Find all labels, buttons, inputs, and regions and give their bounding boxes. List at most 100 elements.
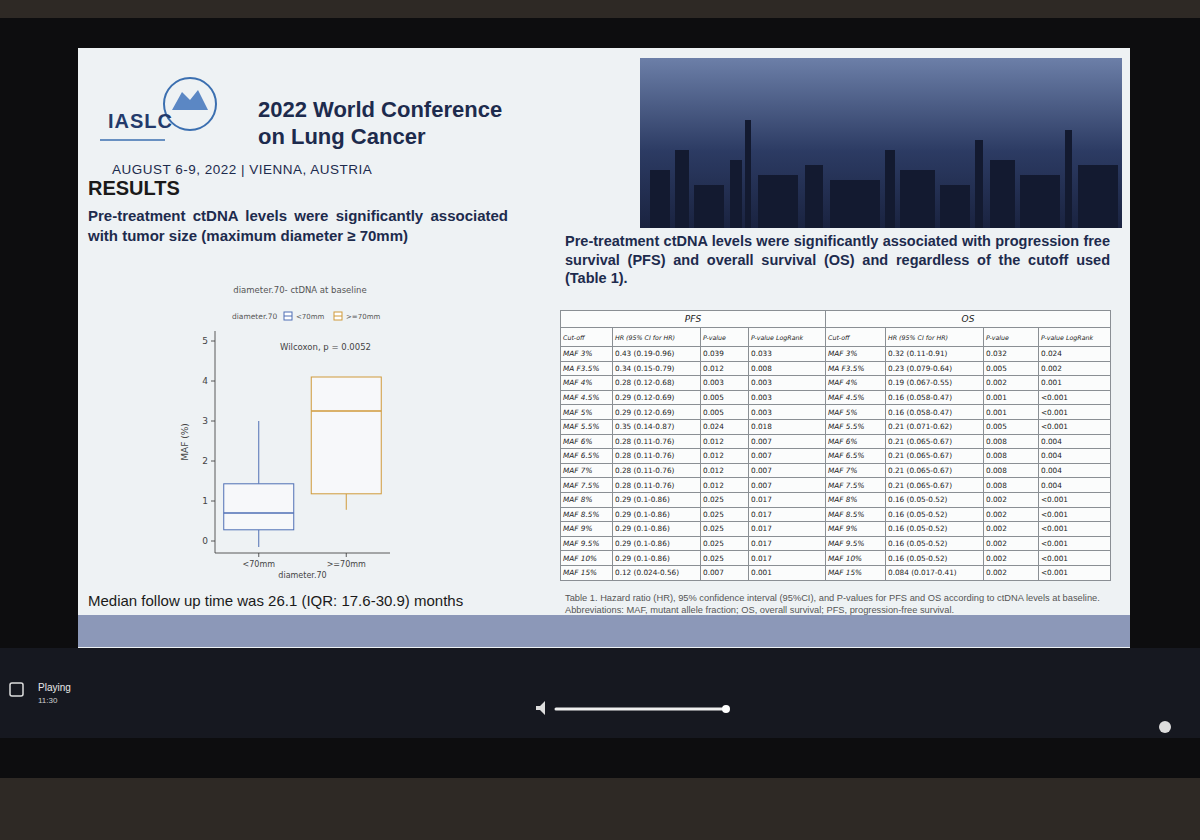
table-row: MAF 8.5%0.29 (0.1-0.86)0.0250.017MAF 8.5…	[561, 507, 1111, 522]
table-row: MAF 7.5%0.28 (0.11-0.76)0.0120.007MAF 7.…	[561, 478, 1111, 493]
table-cell: MAF 7.5%	[826, 478, 886, 493]
table-cell: <0.001	[1039, 551, 1111, 566]
table-cell: 0.29 (0.1-0.86)	[613, 536, 701, 551]
table-cell: MAF 10%	[826, 551, 886, 566]
table-cell: 0.012	[701, 463, 749, 478]
table-row: MAF 8%0.29 (0.1-0.86)0.0250.017MAF 8%0.1…	[561, 492, 1111, 507]
table-cell: 0.002	[984, 536, 1039, 551]
column-header: Cut-off	[826, 328, 886, 347]
help-icon[interactable]	[1159, 721, 1171, 733]
table-cell: 0.025	[701, 492, 749, 507]
table-cell: 0.033	[749, 347, 826, 362]
table-cell: 0.025	[701, 551, 749, 566]
table-cell: 0.005	[701, 390, 749, 405]
building	[975, 140, 983, 228]
table-cell: 0.012	[701, 434, 749, 449]
table-cell: 0.018	[749, 419, 826, 434]
median	[311, 410, 381, 412]
table-row: MAF 15%0.12 (0.024-0.56)0.0070.001MAF 15…	[561, 565, 1111, 580]
table-cell: MAF 5.5%	[561, 419, 613, 434]
conference-title: on Lung Cancer	[258, 124, 425, 150]
box-chart: diameter.70- ctDNA at baselinediameter.7…	[180, 285, 390, 580]
table-cell: 0.024	[701, 419, 749, 434]
table-cell: 0.16 (0.05-0.52)	[886, 522, 984, 537]
table-cell: 0.002	[984, 522, 1039, 537]
y-tick-label: 1	[202, 496, 208, 506]
stage: diameter.70- ctDNA at baselinediameter.7…	[0, 0, 1200, 840]
table-cell: MA F3.5%	[561, 361, 613, 376]
building	[650, 170, 670, 228]
lower-whisker	[258, 530, 259, 547]
chart-title: diameter.70- ctDNA at baseline	[233, 285, 366, 295]
annotation: Wilcoxon, p = 0.0052	[280, 342, 371, 352]
table-cell: 0.21 (0.065-0.67)	[886, 478, 984, 493]
building	[745, 120, 751, 228]
table-cell: MAF 3%	[826, 347, 886, 362]
table-cell: MAF 6%	[826, 434, 886, 449]
y-tick-label: 3	[202, 416, 208, 426]
table-row: MAF 4.5%0.29 (0.12-0.69)0.0050.003MAF 4.…	[561, 390, 1111, 405]
table-cell: 0.43 (0.19-0.96)	[613, 347, 701, 362]
table-cell: 0.16 (0.058-0.47)	[886, 390, 984, 405]
x-tick-label: <70mm	[243, 560, 276, 569]
table-cell: 0.003	[749, 376, 826, 391]
table-cell: MAF 5.5%	[826, 419, 886, 434]
table-cell: 0.16 (0.05-0.52)	[886, 536, 984, 551]
volume-icon[interactable]	[536, 701, 545, 715]
player-icon[interactable]	[10, 683, 23, 696]
x-tick	[346, 553, 347, 557]
table-cell: 0.001	[984, 405, 1039, 420]
legend-swatch	[284, 312, 292, 320]
table-cell: 0.005	[984, 361, 1039, 376]
table-row: MA F3.5%0.34 (0.15-0.79)0.0120.008MA F3.…	[561, 361, 1111, 376]
table-row: MAF 6.5%0.28 (0.11-0.76)0.0120.007MAF 6.…	[561, 449, 1111, 464]
group-row: PFSOS	[561, 311, 1111, 328]
table-cell: 0.017	[749, 536, 826, 551]
table-cell: 0.084 (0.017-0.41)	[886, 565, 984, 580]
table-cell: MAF 8%	[826, 492, 886, 507]
table-cell: 0.007	[701, 565, 749, 580]
table-cell: MAF 6.5%	[826, 449, 886, 464]
table-cell: 0.007	[749, 478, 826, 493]
group-header: PFS	[561, 311, 826, 328]
table-cell: 0.002	[1039, 361, 1111, 376]
table-cell: 0.003	[749, 405, 826, 420]
table-cell: 0.003	[749, 390, 826, 405]
table-caption: Table 1. Hazard ratio (HR), 95% confiden…	[565, 593, 1113, 616]
table-row: MAF 9.5%0.29 (0.1-0.86)0.0250.017MAF 9.5…	[561, 536, 1111, 551]
table-cell: 0.025	[701, 507, 749, 522]
table-row: MAF 5%0.29 (0.12-0.69)0.0050.003MAF 5%0.…	[561, 405, 1111, 420]
table-cell: 0.16 (0.05-0.52)	[886, 492, 984, 507]
building	[830, 180, 880, 228]
lower-whisker	[346, 494, 347, 510]
table-cell: 0.29 (0.12-0.69)	[613, 405, 701, 420]
table-cell: 0.16 (0.05-0.52)	[886, 507, 984, 522]
progress-knob[interactable]	[722, 705, 730, 713]
slide-footer-band	[78, 615, 1130, 647]
table-cell: MAF 8.5%	[561, 507, 613, 522]
table-cell: MAF 9.5%	[826, 536, 886, 551]
table-cell: 0.21 (0.065-0.67)	[886, 463, 984, 478]
table-cell: 0.005	[701, 405, 749, 420]
table-cell: 0.28 (0.11-0.76)	[613, 478, 701, 493]
table-cell: MAF 6.5%	[561, 449, 613, 464]
column-header: P-value LogRank	[1039, 328, 1111, 347]
table-cell: 0.017	[749, 507, 826, 522]
logo-city	[172, 90, 208, 110]
y-tick	[211, 381, 215, 382]
progress-bar[interactable]	[556, 708, 726, 711]
table-cell: MAF 4.5%	[826, 390, 886, 405]
dates: AUGUST 6-9, 2022 | VIENNA, AUSTRIA	[112, 162, 372, 177]
table-cell: 0.002	[984, 551, 1039, 566]
table-cell: MAF 8.5%	[826, 507, 886, 522]
building	[1020, 175, 1060, 228]
room	[0, 0, 1200, 840]
table-cell: 0.017	[749, 522, 826, 537]
table-cell: <0.001	[1039, 390, 1111, 405]
table-cell: 0.35 (0.14-0.87)	[613, 419, 701, 434]
table-cell: 0.004	[1039, 449, 1111, 464]
table-cell: MAF 7%	[561, 463, 613, 478]
table-cell: 0.19 (0.067-0.55)	[886, 376, 984, 391]
table-cell: 0.025	[701, 536, 749, 551]
table-cell: 0.29 (0.12-0.69)	[613, 390, 701, 405]
